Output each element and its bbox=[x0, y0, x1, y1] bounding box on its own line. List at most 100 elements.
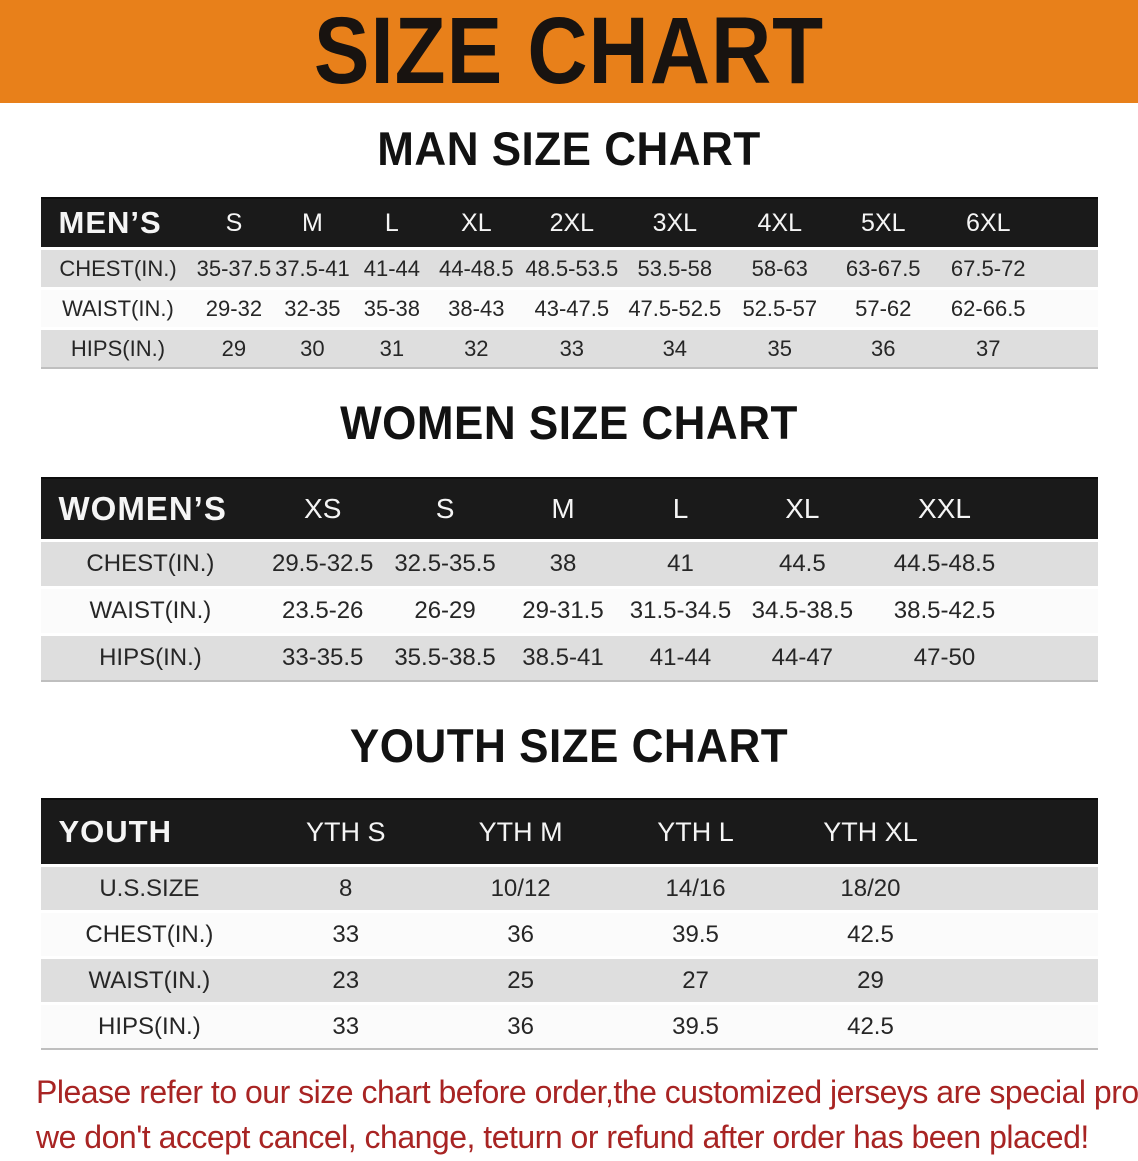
table-cell: 57-62 bbox=[832, 287, 935, 327]
column-header-yth-l: YTH L bbox=[608, 798, 783, 864]
table-row: CHEST(IN.) 29.5-32.5 32.5-35.5 38 41 44.5 44.5… bbox=[40, 539, 1098, 586]
table-cell: 33-35.5 bbox=[260, 633, 386, 682]
table-row: CHEST(IN.) 35-37.5 37.5-41 41-44 44-48.5 48.5… bbox=[40, 247, 1098, 287]
banner: SIZE CHART bbox=[0, 0, 1138, 104]
column-header-xxl: XXL bbox=[864, 477, 1025, 539]
table-cell: 36 bbox=[832, 327, 935, 369]
table-cell: 14/16 bbox=[608, 864, 783, 910]
women-size-table: WOMEN’S XS S M L XL XXL CHEST(IN.) 29.5-32.5 32.… bbox=[40, 477, 1098, 682]
column-header-5xl: 5XL bbox=[832, 197, 935, 247]
table-cell: 29 bbox=[783, 956, 958, 1002]
table-cell: 29.5-32.5 bbox=[260, 539, 386, 586]
table-cell: 44-47 bbox=[739, 633, 865, 682]
table-cell: 32.5-35.5 bbox=[385, 539, 506, 586]
table-cell: 35-38 bbox=[352, 287, 432, 327]
table-cell: 35-37.5 bbox=[195, 247, 273, 287]
youth-section-heading: YOUTH SIZE CHART bbox=[349, 720, 789, 773]
header-spacer bbox=[957, 798, 1098, 864]
women-section-heading: WOMEN SIZE CHART bbox=[340, 397, 798, 450]
row-spacer bbox=[1042, 327, 1098, 369]
column-header-m: M bbox=[505, 477, 621, 539]
table-cell: 34.5-38.5 bbox=[739, 586, 865, 633]
row-label: U.S.SIZE bbox=[40, 864, 259, 910]
banner-title: SIZE CHART bbox=[313, 0, 825, 104]
table-cell: 29-32 bbox=[195, 287, 273, 327]
women-section: WOMEN SIZE CHART WOMEN’S XS S M L XL XXL CHEST… bbox=[0, 397, 1138, 682]
row-spacer bbox=[957, 1002, 1098, 1050]
row-label: CHEST(IN.) bbox=[40, 247, 196, 287]
table-row: U.S.SIZE 8 10/12 14/16 18/20 bbox=[40, 864, 1098, 910]
women-table-body: CHEST(IN.) 29.5-32.5 32.5-35.5 38 41 44.5 44.5… bbox=[40, 539, 1098, 682]
column-header-yth-xl: YTH XL bbox=[783, 798, 958, 864]
row-label: WAIST(IN.) bbox=[40, 956, 259, 1002]
table-cell: 25 bbox=[433, 956, 609, 1002]
row-label: HIPS(IN.) bbox=[40, 327, 196, 369]
men-header-row: MEN’S S M L XL 2XL 3XL 4XL 5XL 6XL bbox=[40, 197, 1098, 247]
youth-size-table: YOUTH YTH S YTH M YTH L YTH XL U.S.SIZE 8 10/1… bbox=[40, 798, 1098, 1050]
table-cell: 33 bbox=[258, 1002, 434, 1050]
table-cell: 37 bbox=[934, 327, 1043, 369]
table-cell: 26-29 bbox=[385, 586, 506, 633]
table-cell: 32 bbox=[431, 327, 522, 369]
table-cell: 29 bbox=[195, 327, 273, 369]
table-cell: 39.5 bbox=[608, 910, 783, 956]
men-table-label: MEN’S bbox=[40, 197, 196, 247]
row-spacer bbox=[1024, 586, 1098, 633]
table-cell: 47.5-52.5 bbox=[622, 287, 728, 327]
column-header-xl: XL bbox=[739, 477, 865, 539]
table-cell: 48.5-53.5 bbox=[521, 247, 623, 287]
table-cell: 47-50 bbox=[864, 633, 1025, 682]
table-cell: 29-31.5 bbox=[505, 586, 621, 633]
table-cell: 18/20 bbox=[783, 864, 958, 910]
table-cell: 34 bbox=[622, 327, 728, 369]
table-row: WAIST(IN.) 23.5-26 26-29 29-31.5 31.5-34.5 34… bbox=[40, 586, 1098, 633]
column-header-4xl: 4XL bbox=[727, 197, 833, 247]
table-cell: 10/12 bbox=[433, 864, 609, 910]
table-cell: 44.5 bbox=[739, 539, 865, 586]
table-cell: 35.5-38.5 bbox=[385, 633, 506, 682]
table-cell: 36 bbox=[433, 910, 609, 956]
row-label: HIPS(IN.) bbox=[40, 1002, 259, 1050]
row-label: CHEST(IN.) bbox=[40, 910, 259, 956]
men-section-heading: MAN SIZE CHART bbox=[377, 123, 761, 176]
column-header-6xl: 6XL bbox=[934, 197, 1043, 247]
row-spacer bbox=[957, 910, 1098, 956]
youth-table-label: YOUTH bbox=[40, 798, 259, 864]
row-label: CHEST(IN.) bbox=[40, 539, 261, 586]
row-spacer bbox=[1042, 287, 1098, 327]
row-spacer bbox=[1024, 633, 1098, 682]
table-cell: 32-35 bbox=[272, 287, 353, 327]
column-header-xl: XL bbox=[431, 197, 522, 247]
table-cell: 35 bbox=[727, 327, 833, 369]
table-cell: 23 bbox=[258, 956, 434, 1002]
header-spacer bbox=[1042, 197, 1098, 247]
table-cell: 53.5-58 bbox=[622, 247, 728, 287]
row-spacer bbox=[1024, 539, 1098, 586]
column-header-yth-s: YTH S bbox=[258, 798, 434, 864]
table-cell: 52.5-57 bbox=[727, 287, 833, 327]
column-header-3xl: 3XL bbox=[622, 197, 728, 247]
table-cell: 31.5-34.5 bbox=[620, 586, 740, 633]
table-cell: 27 bbox=[608, 956, 783, 1002]
table-cell: 38.5-41 bbox=[505, 633, 621, 682]
table-cell: 58-63 bbox=[727, 247, 833, 287]
footer-notice: Please refer to our size chart before or… bbox=[36, 1070, 1138, 1161]
women-header-row: WOMEN’S XS S M L XL XXL bbox=[40, 477, 1098, 539]
youth-table-body: U.S.SIZE 8 10/12 14/16 18/20 CHEST(IN.) 33 36 39… bbox=[40, 864, 1098, 1050]
table-cell: 33 bbox=[258, 910, 434, 956]
table-cell: 44-48.5 bbox=[431, 247, 522, 287]
table-row: WAIST(IN.) 23 25 27 29 bbox=[40, 956, 1098, 1002]
youth-header-row: YOUTH YTH S YTH M YTH L YTH XL bbox=[40, 798, 1098, 864]
table-cell: 39.5 bbox=[608, 1002, 783, 1050]
table-cell: 23.5-26 bbox=[260, 586, 386, 633]
column-header-s: S bbox=[385, 477, 506, 539]
table-row: HIPS(IN.) 33 36 39.5 42.5 bbox=[40, 1002, 1098, 1050]
table-cell: 44.5-48.5 bbox=[864, 539, 1025, 586]
notice-line-2: we don't accept cancel, change, teturn o… bbox=[36, 1119, 1089, 1156]
column-header-2xl: 2XL bbox=[521, 197, 623, 247]
table-cell: 38-43 bbox=[431, 287, 522, 327]
column-header-l: L bbox=[352, 197, 432, 247]
table-row: WAIST(IN.) 29-32 32-35 35-38 38-43 43-47.5 47.… bbox=[40, 287, 1098, 327]
table-cell: 31 bbox=[352, 327, 432, 369]
